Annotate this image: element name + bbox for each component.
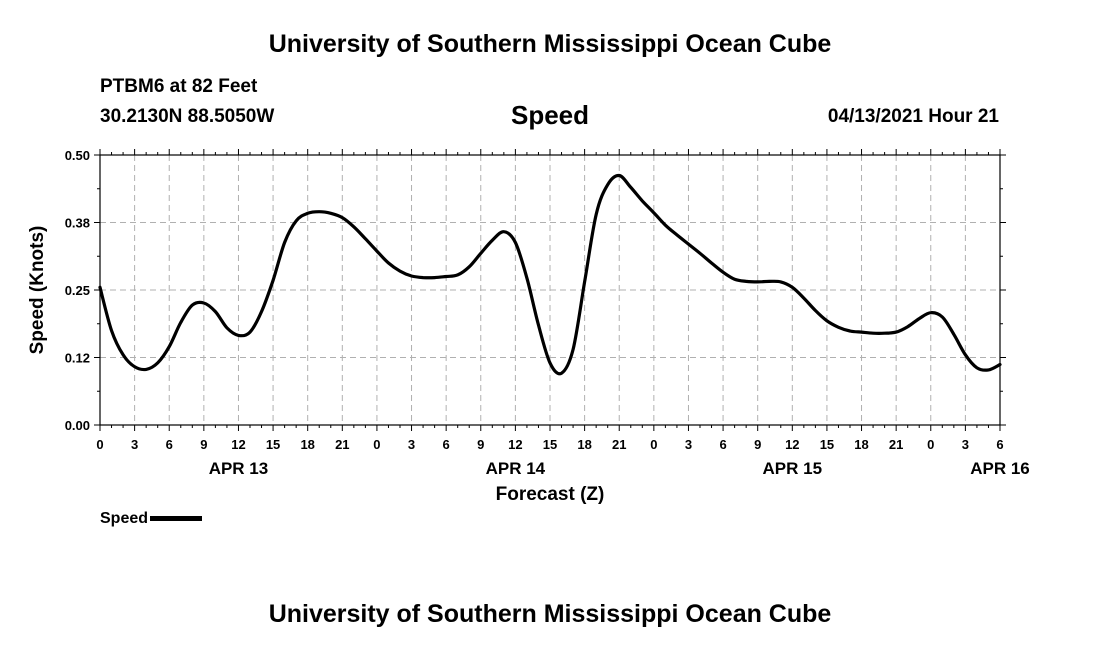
x-tick-label: 18 <box>854 437 868 452</box>
x-tick-label: 0 <box>650 437 657 452</box>
x-tick-label: 12 <box>508 437 522 452</box>
x-tick-label: 0 <box>96 437 103 452</box>
legend: Speed <box>100 510 203 528</box>
x-tick-label: 6 <box>996 437 1003 452</box>
x-tick-label: 3 <box>685 437 692 452</box>
x-tick-label: 3 <box>131 437 138 452</box>
grid-lines <box>100 155 1000 425</box>
x-tick-label: 21 <box>889 437 903 452</box>
station-label: PTBM6 at 82 Feet <box>100 76 258 97</box>
forecast-datetime: 04/13/2021 Hour 21 <box>827 106 999 127</box>
x-tick-label: 0 <box>373 437 380 452</box>
y-tick-label: 0.50 <box>65 148 90 163</box>
x-tick-label: 15 <box>543 437 557 452</box>
x-tick-label: 3 <box>408 437 415 452</box>
x-tick-label: 6 <box>166 437 173 452</box>
x-tick-label: 6 <box>443 437 450 452</box>
y-tick-label: 0.00 <box>65 418 90 433</box>
station-coordinates: 30.2130N 88.5050W <box>100 106 275 127</box>
legend-label: Speed <box>100 510 149 527</box>
speed-series-line <box>98 173 1002 376</box>
date-label: APR 15 <box>763 459 823 478</box>
title-top: University of Southern Mississippi Ocean… <box>268 30 832 58</box>
y-tick-label: 0.12 <box>65 351 90 366</box>
x-tick-label: 9 <box>200 437 207 452</box>
title-bottom: University of Southern Mississippi Ocean… <box>268 600 832 628</box>
x-tick-label: 21 <box>612 437 626 452</box>
variable-title: Speed <box>510 100 590 130</box>
x-tick-label: 6 <box>719 437 726 452</box>
x-tick-label: 18 <box>300 437 314 452</box>
x-tick-label: 9 <box>754 437 761 452</box>
x-axis-label: Forecast (Z) <box>496 484 605 505</box>
y-tick-label: 0.25 <box>65 283 90 298</box>
date-label: APR 16 <box>970 459 1030 478</box>
x-tick-label: 0 <box>927 437 934 452</box>
x-tick-label: 3 <box>962 437 969 452</box>
axis-labels: 0.00 0.12 0.25 0.38 0.50 0 3 6 9 12 15 18 21 0 3 6 9 12 15… <box>65 148 1030 478</box>
x-tick-label: 15 <box>266 437 280 452</box>
date-label: APR 13 <box>209 459 269 478</box>
date-label: APR 14 <box>486 459 546 478</box>
x-tick-label: 15 <box>820 437 834 452</box>
x-tick-label: 9 <box>477 437 484 452</box>
legend-line-swatch <box>150 516 203 522</box>
x-tick-label: 18 <box>577 437 591 452</box>
y-tick-label: 0.38 <box>65 216 90 231</box>
x-tick-label: 12 <box>231 437 245 452</box>
x-tick-label: 12 <box>785 437 799 452</box>
x-tick-label: 21 <box>335 437 349 452</box>
y-axis-label: Speed (Knots) <box>27 226 48 355</box>
